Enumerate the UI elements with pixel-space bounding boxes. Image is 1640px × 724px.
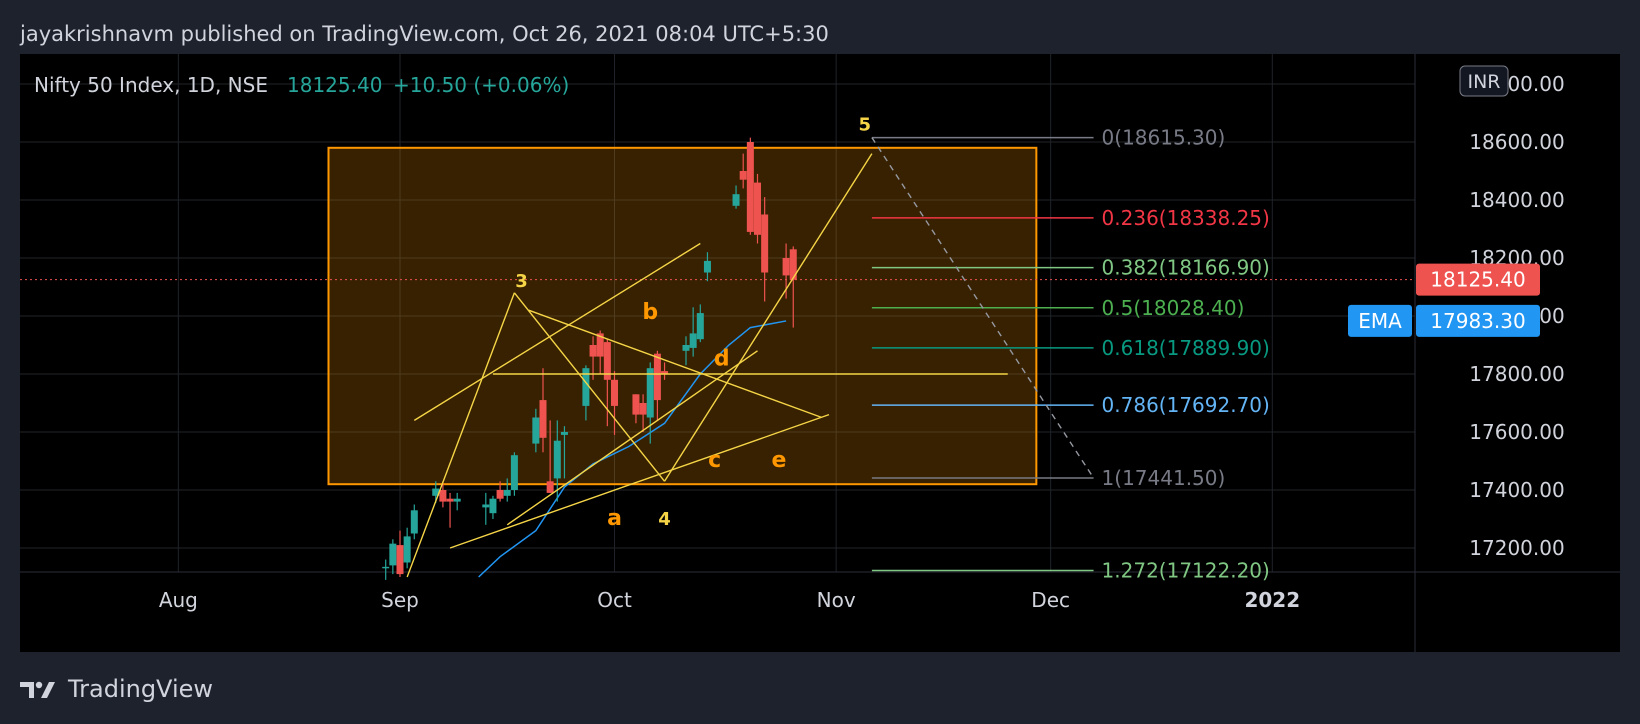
trend-line: [663, 153, 873, 482]
candle-body: [782, 258, 790, 276]
candle-body: [682, 345, 690, 351]
candle-body: [539, 400, 547, 438]
candle-body: [532, 417, 540, 444]
publish-caption: jayakrishnavm published on TradingView.c…: [20, 22, 829, 46]
tradingview-logo-icon: [20, 681, 55, 698]
candle-body: [661, 371, 669, 374]
fib-level-label: 0.5(18028.40): [1102, 296, 1245, 320]
price-axis-label: 18600.00: [1469, 130, 1564, 154]
candle-body: [389, 543, 397, 566]
chart-panel[interactable]: 1(17441.50) 0.236(18338.25) 0.382(18166.90…: [20, 54, 1620, 652]
trend-line: [506, 350, 758, 526]
candle-body: [432, 488, 440, 496]
ema-line: [478, 320, 787, 578]
candle-body: [582, 368, 590, 406]
wave-label-e: e: [771, 448, 786, 473]
candle-body: [603, 342, 611, 380]
time-axis-label: Sep: [381, 588, 419, 612]
candle-body: [696, 313, 704, 340]
wave-label-c: c: [708, 448, 721, 473]
symbol-legend: Nifty 50 Index, 1D, NSE: [34, 73, 268, 97]
fib-level-label: 0.236(18338.25): [1102, 206, 1270, 230]
last-price-label: 18125.40: [1430, 268, 1525, 292]
fib-level-label: 0.786(17692.70): [1102, 393, 1270, 417]
candle-body: [382, 566, 390, 569]
candle-body: [396, 545, 404, 575]
wave-label-3: 3: [515, 271, 528, 292]
fib-level-label: 1.272(17122.20): [1102, 559, 1270, 583]
candle-body: [446, 498, 454, 502]
candlestick-chart[interactable]: 1(17441.50) 0.236(18338.25) 0.382(18166.90…: [20, 54, 1620, 652]
candle-body: [746, 142, 754, 232]
candle-body: [653, 353, 661, 401]
footer: TradingView: [20, 674, 213, 704]
fib-level-label: 0.618(17889.90): [1102, 336, 1270, 360]
tradingview-brand-label: TradingView: [68, 675, 214, 703]
time-axis-label: Oct: [597, 588, 632, 612]
fib-level-label: 0(18615.30): [1102, 126, 1226, 150]
fib-level-label: 0.382(18166.90): [1102, 256, 1270, 280]
candle-body: [732, 194, 740, 206]
ema-badge: [1348, 304, 1412, 337]
candle-body: [789, 249, 797, 280]
candle-body: [596, 333, 604, 357]
candle-body: [453, 498, 461, 502]
trend-line: [413, 242, 701, 421]
candle-body: [689, 333, 697, 348]
time-axis-label: Nov: [817, 588, 856, 612]
ema-badge-label: EMA: [1358, 309, 1402, 333]
candle-body: [439, 490, 447, 502]
legend-change: +10.50 (+0.06%): [393, 73, 569, 97]
price-axis-label: 18400.00: [1469, 188, 1564, 212]
candle-body: [639, 403, 647, 415]
legend-price: 18125.40: [287, 73, 382, 97]
last-price-badge: [1416, 263, 1540, 296]
candle-body: [560, 432, 568, 435]
candle-body: [589, 345, 597, 357]
candle-body: [496, 490, 504, 499]
fib-trend-line: [871, 137, 1095, 479]
candle-body: [703, 260, 711, 273]
trend-line: [513, 292, 666, 482]
candle-body: [510, 455, 518, 490]
wave-label-b: b: [642, 300, 658, 325]
candle-body: [403, 536, 411, 563]
candle-body: [553, 440, 561, 479]
candle-body: [503, 490, 511, 496]
trend-line: [528, 309, 823, 419]
candle-body: [410, 510, 418, 534]
time-axis-label: Dec: [1031, 588, 1070, 612]
currency-button[interactable]: [1459, 65, 1509, 97]
trend-line: [449, 413, 830, 549]
price-axis-label: 17600.00: [1469, 420, 1564, 444]
time-axis-label: Aug: [159, 588, 198, 612]
candle-body: [754, 182, 761, 235]
price-range-box: [327, 146, 1038, 486]
candle-body: [482, 504, 490, 508]
price-axis-label: 17400.00: [1469, 478, 1564, 502]
wave-label-5: 5: [858, 114, 871, 135]
currency-button-label[interactable]: INR: [1467, 71, 1500, 93]
fib-level-label: 1(17441.50): [1102, 466, 1226, 490]
candle-body: [761, 214, 769, 273]
candle-body: [489, 498, 497, 514]
trend-line: [406, 292, 516, 578]
wave-label-d: d: [714, 346, 730, 371]
ema-value-badge: [1416, 304, 1540, 337]
price-axis-label: 17200.00: [1469, 536, 1564, 560]
candle-body: [739, 171, 747, 180]
wave-label-4: 4: [658, 509, 671, 530]
price-axis-label: 17800.00: [1469, 362, 1564, 386]
ema-value-label: 17983.30: [1430, 309, 1525, 333]
time-axis-label: 2022: [1244, 588, 1300, 612]
candle-body: [546, 481, 554, 493]
candle-body: [646, 368, 654, 418]
candle-body: [611, 379, 618, 406]
wave-label-a: a: [607, 506, 622, 531]
candle-body: [632, 394, 640, 415]
